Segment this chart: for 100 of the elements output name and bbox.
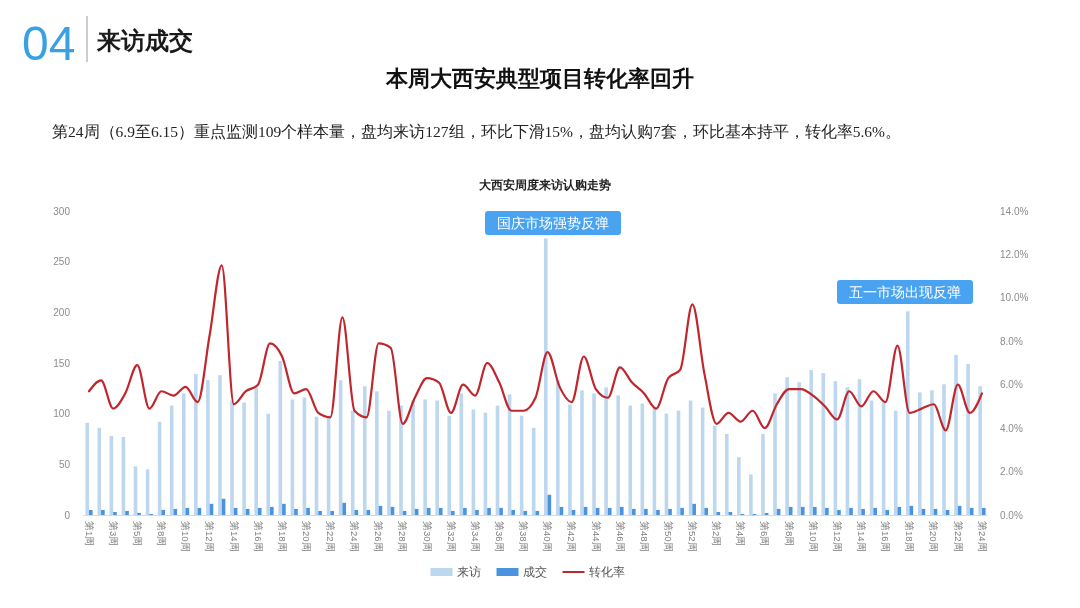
bar xyxy=(813,506,817,515)
x-tick-label: 第8周 xyxy=(783,521,795,547)
y2-tick-label: 14.0% xyxy=(1000,205,1029,217)
y-tick-label: 0 xyxy=(64,509,71,521)
bar xyxy=(435,400,439,515)
bar xyxy=(230,400,234,515)
y-tick-label: 150 xyxy=(53,357,71,369)
bar xyxy=(318,510,322,515)
x-tick-label: 第2周 xyxy=(711,521,723,547)
bar xyxy=(809,370,814,515)
bar xyxy=(257,507,262,515)
x-tick-label: 第12周 xyxy=(831,521,843,552)
bar xyxy=(423,399,427,515)
x-tick-label: 第20周 xyxy=(928,521,940,552)
legend-label: 转化率 xyxy=(588,565,625,578)
x-tick-label: 第14周 xyxy=(855,521,867,552)
bar xyxy=(242,402,246,515)
bar xyxy=(330,510,334,515)
bar xyxy=(181,393,186,515)
x-tick-label: 第32周 xyxy=(445,521,457,552)
bar xyxy=(568,404,572,515)
bar xyxy=(873,507,877,515)
bar xyxy=(350,410,355,515)
bar xyxy=(942,384,946,515)
bar xyxy=(930,390,934,515)
bar xyxy=(426,507,431,515)
bar xyxy=(362,386,367,515)
bar xyxy=(712,425,717,515)
text: 来访成交 xyxy=(96,27,193,54)
x-tick-label: 第44周 xyxy=(590,521,602,552)
x-tick-label: 第16周 xyxy=(252,521,264,552)
y-tick-label: 250 xyxy=(53,256,71,268)
y2-tick-label: 6.0% xyxy=(1000,379,1023,391)
bar xyxy=(692,503,696,515)
bar xyxy=(885,509,890,515)
y-tick-label: 50 xyxy=(58,458,71,470)
bar xyxy=(969,507,974,515)
bar xyxy=(954,354,958,515)
bar xyxy=(487,507,491,515)
bar xyxy=(194,374,198,515)
x-tick-label: 第24周 xyxy=(349,521,361,552)
x-tick-label: 第18周 xyxy=(276,521,288,552)
bar xyxy=(89,509,93,515)
bar xyxy=(644,508,648,515)
x-tick-label: 第40周 xyxy=(542,521,554,552)
x-tick-label: 第8周 xyxy=(156,521,168,547)
bar xyxy=(499,507,503,515)
bar xyxy=(604,387,608,515)
x-tick-label: 第6周 xyxy=(759,521,771,547)
bar xyxy=(592,393,596,515)
bar xyxy=(619,506,624,515)
x-tick-label: 第36周 xyxy=(493,521,505,552)
bar xyxy=(788,506,793,515)
bar xyxy=(837,509,841,515)
x-tick-label: 第48周 xyxy=(638,521,650,552)
x-tick-label: 第4周 xyxy=(735,521,747,547)
x-tick-label: 第38周 xyxy=(518,521,530,552)
bar xyxy=(342,502,347,515)
chart-subtitle: 第24周（6.9至6.15）重点监测109个样本量，盘均来访127组，环比下滑15%，盘均认购7套，环比基本持平，转化率5.6%。 xyxy=(52,123,901,140)
bar xyxy=(375,391,379,515)
bar xyxy=(137,512,141,515)
x-tick-label: 第12周 xyxy=(204,521,216,552)
bar xyxy=(825,507,829,515)
bar xyxy=(282,503,286,515)
bar xyxy=(905,311,910,515)
y-tick-label: 100 xyxy=(53,408,71,420)
bar xyxy=(411,400,415,515)
bar xyxy=(849,507,853,515)
bar xyxy=(918,392,922,515)
bar xyxy=(463,507,467,515)
y2-tick-label: 0.0% xyxy=(1000,509,1023,521)
x-tick-label: 第18周 xyxy=(904,521,916,552)
bar xyxy=(800,506,805,515)
y-tick-label: 300 xyxy=(53,205,71,217)
x-tick-label: 第34周 xyxy=(469,521,481,552)
x-tick-label: 第16周 xyxy=(880,521,892,552)
bar xyxy=(580,390,584,515)
x-tick-label: 第22周 xyxy=(325,521,337,552)
y-tick-label: 200 xyxy=(53,306,71,318)
bar xyxy=(511,509,515,515)
y2-tick-label: 4.0% xyxy=(1000,422,1023,434)
text: 大西安周度来访认购走势 xyxy=(479,178,611,192)
bar xyxy=(218,375,222,515)
bar xyxy=(556,380,560,515)
bar xyxy=(785,377,789,515)
bar xyxy=(749,474,753,515)
x-tick-label: 第10周 xyxy=(180,521,192,552)
x-tick-label: 第50周 xyxy=(662,521,674,552)
bar xyxy=(438,507,443,515)
text: 04 xyxy=(22,17,76,70)
bar xyxy=(737,457,741,515)
x-tick-label: 第28周 xyxy=(397,521,409,552)
bar xyxy=(113,511,117,515)
bar xyxy=(294,508,298,515)
bar xyxy=(773,393,777,515)
bar xyxy=(724,433,729,515)
annotation: 五一市场出现反弹 xyxy=(849,284,961,300)
bar xyxy=(981,507,986,515)
bar xyxy=(680,507,684,515)
bar xyxy=(451,510,455,515)
